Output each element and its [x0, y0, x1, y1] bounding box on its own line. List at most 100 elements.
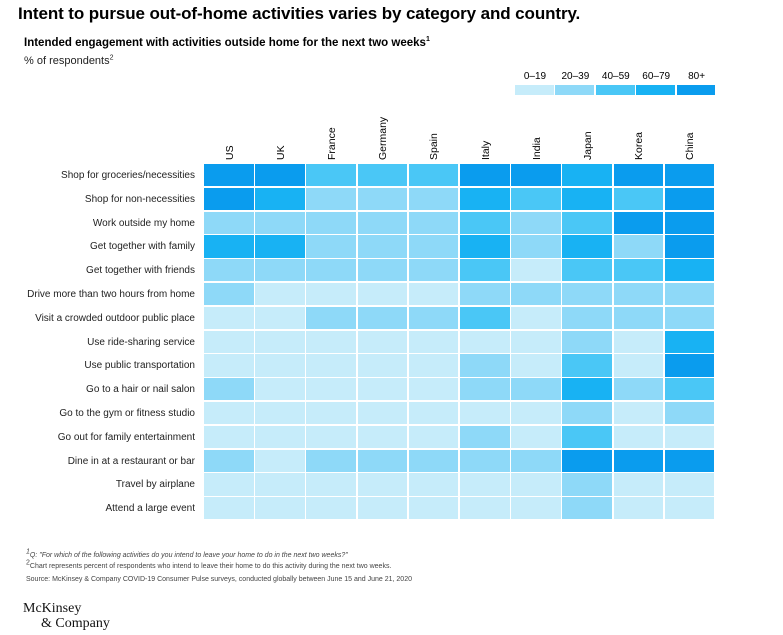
unit-label: % of respondents2: [24, 54, 114, 67]
heatmap-cell-6-germany: [357, 306, 408, 330]
heatmap-cell-6-us: [204, 306, 254, 330]
footnote-2-text: Chart represents percent of respondents …: [29, 563, 392, 570]
heatmap-cell-12-france: [306, 449, 357, 472]
heatmap-cell-3-italy: [460, 235, 510, 258]
heatmap-cell-0-uk: [255, 164, 305, 187]
heatmap-cell-6-spain: [408, 306, 459, 330]
heatmap-cell-1-china: [664, 187, 715, 211]
row-label-13: Travel by airplane: [115, 479, 195, 491]
heatmap-cell-0-japan: [562, 164, 613, 187]
heatmap-cell-11-france: [306, 425, 357, 449]
column-label-spain: Spain: [428, 133, 441, 160]
heatmap-cell-14-india: [511, 497, 561, 520]
heatmap-cell-3-india: [511, 235, 561, 258]
row-label-7: Use ride-sharing service: [87, 336, 195, 348]
heatmap-cell-11-italy: [460, 425, 510, 449]
unit-footnote-ref: 2: [109, 54, 114, 62]
heatmap-cell-4-germany: [357, 259, 408, 282]
heatmap-cell-3-spain: [408, 235, 459, 258]
heatmap-cell-4-spain: [408, 259, 459, 282]
heatmap-cell-9-us: [204, 378, 254, 401]
heatmap-cell-11-uk: [255, 425, 305, 449]
heatmap-cell-8-france: [306, 354, 357, 377]
heatmap-cell-8-korea: [613, 354, 664, 377]
heatmap-cell-12-uk: [255, 449, 305, 472]
legend-label-4: 80+: [688, 71, 706, 82]
heatmap-cell-0-france: [306, 164, 357, 187]
row-label-2: Work outside my home: [92, 217, 195, 229]
heatmap-cell-8-italy: [460, 354, 510, 377]
row-label-14: Attend a large event: [105, 503, 195, 515]
heatmap-cell-3-us: [204, 235, 254, 258]
row-label-4: Get together with friends: [86, 265, 195, 277]
footnote-2-ref: 2: [26, 559, 30, 567]
heatmap-cell-11-korea: [613, 425, 664, 449]
heatmap-cell-6-korea: [613, 306, 664, 330]
heatmap-cell-2-spain: [408, 211, 459, 234]
heatmap-cell-14-china: [664, 497, 715, 520]
heatmap-cell-2-france: [306, 211, 357, 234]
heatmap-cell-6-china: [664, 306, 715, 330]
heatmap-cell-7-japan: [562, 330, 613, 353]
heatmap-cell-5-italy: [460, 283, 510, 306]
heatmap-cell-14-japan: [562, 497, 613, 520]
chart-title: Intent to pursue out-of-home activities …: [18, 4, 581, 23]
heatmap-cell-2-germany: [357, 211, 408, 234]
heatmap-cell-1-uk: [255, 187, 305, 211]
heatmap-cell-8-china: [664, 354, 715, 377]
heatmap-cell-0-korea: [613, 164, 664, 187]
heatmap-cell-8-uk: [255, 354, 305, 377]
heatmap-cell-6-japan: [562, 306, 613, 330]
footnote-1: 1Q: "For which of the following activiti…: [26, 549, 348, 559]
unit-text: % of respondents: [24, 55, 110, 67]
heatmap-cell-6-uk: [255, 306, 305, 330]
heatmap-cell-6-france: [306, 306, 357, 330]
heatmap-cell-4-india: [511, 259, 561, 282]
heatmap-cell-10-japan: [562, 402, 613, 425]
heatmap-cell-5-india: [511, 283, 561, 306]
column-label-germany: Germany: [377, 116, 390, 160]
heatmap-cell-1-india: [511, 187, 561, 211]
heatmap-cell-0-china: [664, 164, 715, 187]
heatmap-cell-9-japan: [562, 378, 613, 401]
heatmap-cell-10-korea: [613, 402, 664, 425]
heatmap-cell-10-italy: [460, 402, 510, 425]
heatmap-cell-5-japan: [562, 283, 613, 306]
heatmap-cell-5-us: [204, 283, 254, 306]
heatmap-cell-10-spain: [408, 402, 459, 425]
row-label-5: Drive more than two hours from home: [27, 289, 195, 300]
heatmap-cell-1-us: [204, 187, 254, 211]
heatmap-cell-0-italy: [460, 164, 510, 187]
heatmap-cell-0-spain: [408, 164, 459, 187]
row-label-8: Use public transportation: [84, 360, 195, 372]
heatmap-cell-3-china: [664, 235, 715, 258]
heatmap-cell-1-italy: [460, 187, 510, 211]
heatmap-cell-13-germany: [357, 473, 408, 496]
heatmap-cell-10-us: [204, 402, 254, 425]
heatmap-cell-9-korea: [613, 378, 664, 401]
heatmap-cell-2-uk: [255, 211, 305, 234]
heatmap-cell-1-france: [306, 187, 357, 211]
heatmap-cell-9-china: [664, 378, 715, 401]
heatmap-cell-13-uk: [255, 473, 305, 496]
heatmap-cell-3-france: [306, 235, 357, 258]
heatmap-cell-1-korea: [613, 187, 664, 211]
row-label-12: Dine in at a restaurant or bar: [67, 455, 195, 467]
heatmap-cell-12-italy: [460, 449, 510, 472]
column-label-italy: Italy: [479, 140, 492, 160]
heatmap-cell-1-germany: [357, 187, 408, 211]
legend-swatch-0: [515, 85, 554, 95]
heatmap-cell-11-spain: [408, 425, 459, 449]
heatmap-cell-4-japan: [562, 259, 613, 282]
row-label-3: Get together with family: [89, 241, 195, 253]
legend-label-0: 0–19: [523, 71, 547, 82]
heatmap-cell-14-germany: [357, 497, 408, 520]
subtitle-text: Intended engagement with activities outs…: [24, 37, 426, 49]
heatmap-cell-10-india: [511, 402, 561, 425]
heatmap-cell-4-uk: [255, 259, 305, 282]
heatmap-cell-2-china: [664, 211, 715, 234]
heatmap-cell-7-italy: [460, 330, 510, 353]
heatmap-cell-4-china: [664, 259, 715, 282]
heatmap-cell-5-france: [306, 283, 357, 306]
row-label-6: Visit a crowded outdoor public place: [35, 312, 195, 324]
